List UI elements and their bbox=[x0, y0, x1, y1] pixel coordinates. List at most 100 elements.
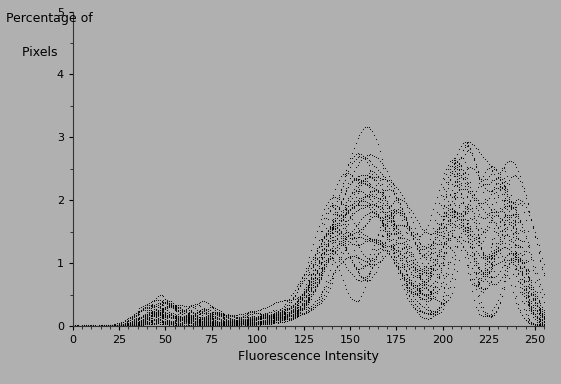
Point bbox=[261, 318, 270, 324]
Point bbox=[190, 318, 199, 324]
Point bbox=[307, 303, 316, 309]
Point bbox=[155, 316, 164, 322]
Point bbox=[316, 216, 325, 222]
Point bbox=[454, 146, 463, 152]
Point bbox=[414, 305, 423, 311]
Point bbox=[445, 215, 454, 222]
Point bbox=[528, 284, 537, 290]
Point bbox=[309, 261, 318, 267]
Point bbox=[462, 224, 471, 230]
Point bbox=[321, 233, 330, 239]
Point bbox=[297, 300, 306, 306]
Point bbox=[214, 319, 223, 325]
Point bbox=[445, 228, 454, 234]
Point bbox=[250, 316, 259, 322]
Point bbox=[497, 238, 506, 244]
Point bbox=[124, 321, 133, 327]
Point bbox=[259, 319, 268, 325]
Point bbox=[528, 223, 537, 229]
Point bbox=[525, 275, 534, 281]
Point bbox=[83, 323, 92, 329]
Point bbox=[531, 307, 540, 313]
Point bbox=[334, 267, 343, 273]
Point bbox=[227, 312, 236, 318]
Point bbox=[320, 246, 329, 252]
Point bbox=[222, 321, 231, 328]
Point bbox=[347, 195, 356, 201]
Point bbox=[440, 230, 449, 236]
Point bbox=[142, 319, 151, 326]
Point bbox=[481, 253, 490, 260]
Point bbox=[377, 242, 386, 248]
Point bbox=[311, 234, 320, 240]
Point bbox=[405, 280, 414, 286]
Point bbox=[316, 269, 325, 275]
Point bbox=[244, 319, 253, 325]
Point bbox=[81, 323, 90, 329]
Point bbox=[185, 309, 194, 315]
Point bbox=[368, 274, 377, 280]
Point bbox=[312, 283, 321, 289]
Point bbox=[470, 243, 479, 250]
Point bbox=[481, 209, 490, 215]
Point bbox=[412, 282, 421, 288]
Point bbox=[442, 193, 450, 199]
Point bbox=[525, 208, 534, 214]
Point bbox=[85, 322, 94, 328]
Point bbox=[198, 309, 207, 315]
Point bbox=[394, 235, 403, 241]
Point bbox=[337, 238, 346, 244]
Point bbox=[357, 256, 366, 262]
Point bbox=[334, 192, 343, 198]
Point bbox=[431, 230, 440, 236]
Point bbox=[445, 209, 454, 215]
Point bbox=[154, 317, 163, 323]
Point bbox=[244, 313, 253, 319]
Point bbox=[190, 320, 199, 326]
Point bbox=[440, 213, 449, 219]
Point bbox=[257, 315, 266, 321]
Point bbox=[449, 208, 458, 214]
Point bbox=[440, 203, 449, 209]
Point bbox=[481, 169, 490, 175]
Point bbox=[445, 191, 454, 197]
Point bbox=[205, 310, 214, 316]
Point bbox=[214, 311, 223, 317]
Point bbox=[523, 201, 532, 207]
Point bbox=[440, 256, 449, 262]
Point bbox=[388, 223, 397, 229]
Point bbox=[198, 312, 207, 318]
Point bbox=[213, 322, 222, 328]
Point bbox=[311, 298, 320, 305]
Point bbox=[281, 313, 290, 319]
Point bbox=[214, 322, 223, 328]
Point bbox=[174, 316, 183, 322]
Point bbox=[453, 151, 462, 157]
Point bbox=[303, 295, 312, 301]
Point bbox=[445, 294, 454, 300]
Point bbox=[229, 312, 238, 318]
Point bbox=[420, 310, 429, 316]
Point bbox=[338, 183, 347, 189]
Point bbox=[414, 288, 423, 295]
Point bbox=[381, 226, 390, 232]
Point bbox=[473, 207, 482, 214]
Point bbox=[233, 316, 242, 323]
Point bbox=[294, 306, 303, 312]
Point bbox=[390, 231, 399, 237]
Point bbox=[508, 200, 517, 206]
Point bbox=[154, 320, 163, 326]
Point bbox=[491, 308, 500, 314]
Point bbox=[170, 305, 179, 311]
Point bbox=[414, 286, 423, 292]
Point bbox=[263, 313, 272, 319]
Point bbox=[159, 318, 168, 324]
Point bbox=[168, 314, 177, 320]
Point bbox=[374, 212, 383, 218]
Point bbox=[266, 314, 275, 321]
Point bbox=[508, 199, 517, 205]
Point bbox=[510, 218, 519, 224]
Point bbox=[357, 182, 366, 188]
Point bbox=[181, 313, 190, 319]
Point bbox=[507, 281, 516, 288]
